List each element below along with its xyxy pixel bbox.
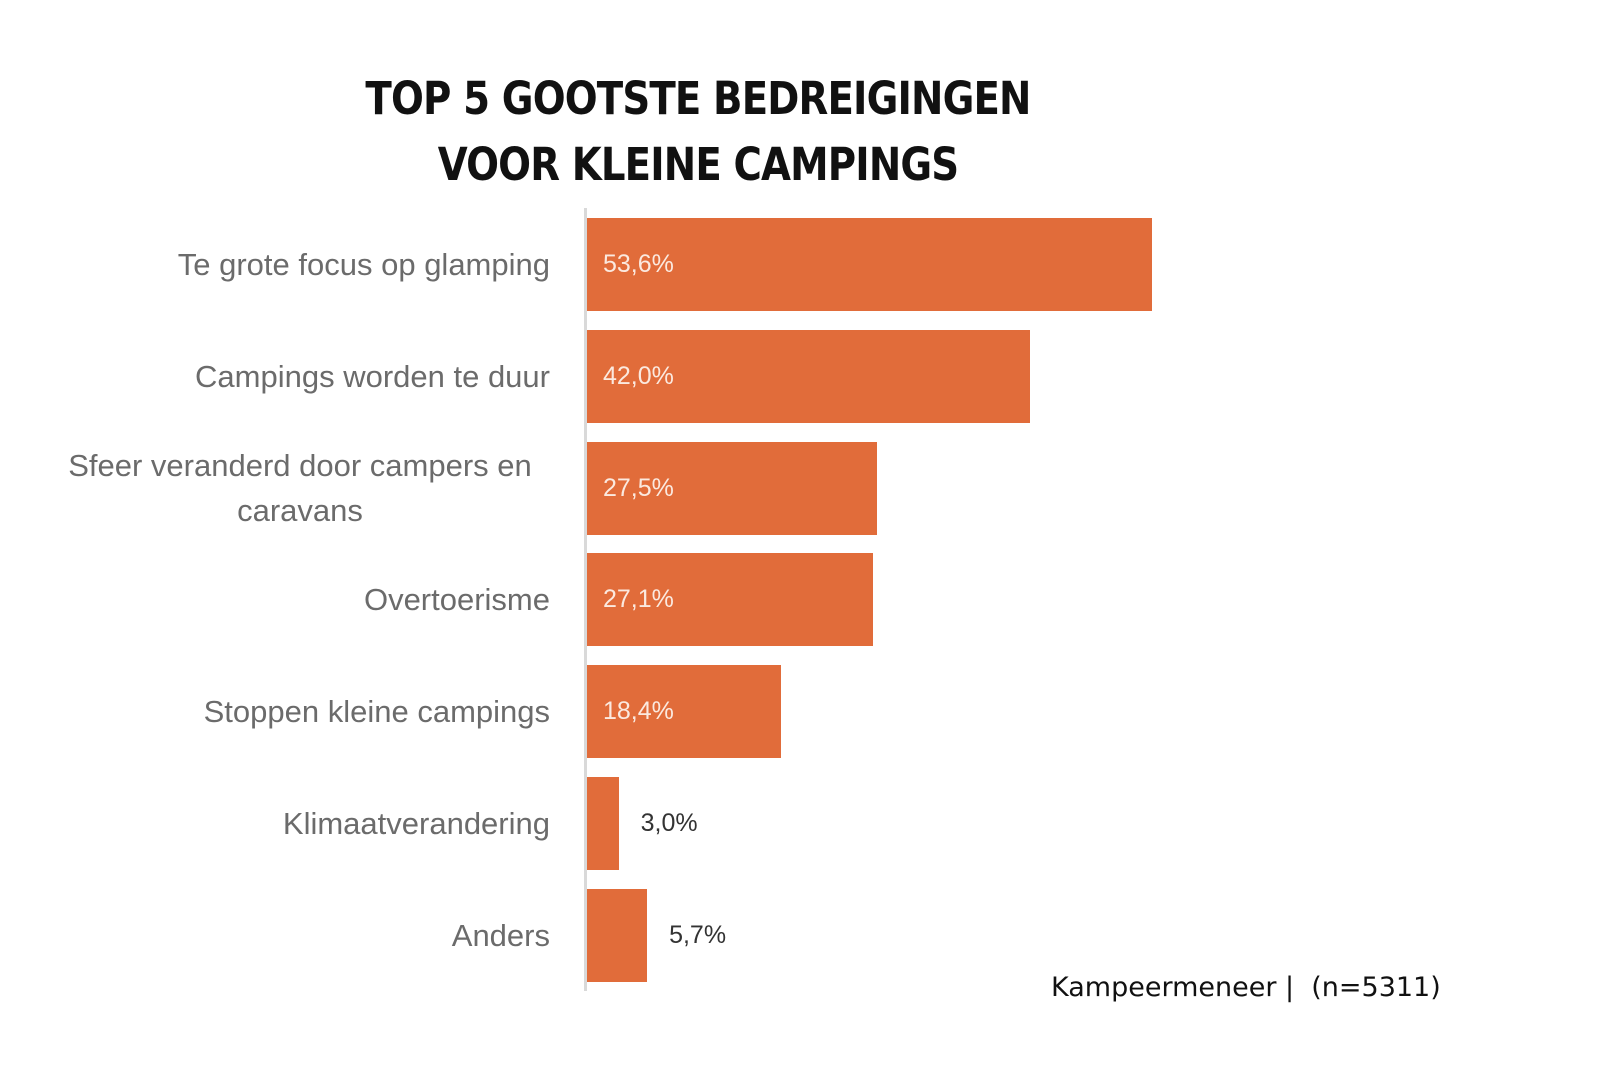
bar-row: Campings worden te duur 42,0% — [0, 329, 1600, 423]
bar-row: Klimaatverandering 3,0% — [0, 777, 1600, 870]
bar: 27,1% — [587, 553, 873, 647]
chart-title: TOP 5 GOOTSTE BEDREIGINGEN VOOR KLEINE C… — [98, 66, 1299, 198]
source-note: Kampeermeneer | (n=5311) — [1051, 972, 1441, 1003]
value-label: 42,0% — [603, 361, 674, 390]
category-label: Anders — [451, 917, 550, 953]
category-label: Sfeer veranderd door campers en caravans — [68, 448, 532, 529]
bar: 42,0% — [587, 329, 1030, 423]
category-label: Klimaatverandering — [282, 806, 550, 841]
value-label: 53,6% — [603, 250, 674, 278]
value-label: 5,7% — [669, 920, 727, 949]
bar — [587, 888, 648, 982]
category-label: Overtoerisme — [363, 582, 550, 618]
bar-row: Te grote focus op glamping 53,6% — [0, 218, 1600, 311]
value-label: 3,0% — [640, 809, 698, 837]
value-label: 27,1% — [603, 585, 674, 614]
bar-row: Stoppen kleine campings 18,4% — [0, 665, 1600, 759]
bar: 27,5% — [587, 441, 877, 535]
category-label: Te grote focus op glamping — [177, 247, 550, 282]
bar — [587, 777, 619, 870]
value-label: 18,4% — [603, 697, 674, 726]
category-axis-line — [584, 208, 587, 991]
bar-row: Overtoerisme 27,1% — [0, 553, 1600, 647]
bar: 53,6% — [587, 218, 1152, 311]
value-label: 27,5% — [603, 473, 674, 502]
category-label: Stoppen kleine campings — [203, 694, 550, 730]
chart-title-line-1: TOP 5 GOOTSTE BEDREIGINGEN — [365, 72, 1031, 125]
bar-row: Anders 5,7% — [0, 888, 1600, 982]
chart-title-line-2: VOOR KLEINE CAMPINGS — [437, 138, 959, 191]
category-label: Campings worden te duur — [195, 358, 550, 394]
bar-row: Sfeer veranderd door campers en caravans… — [0, 441, 1600, 535]
bar: 18,4% — [587, 665, 781, 759]
